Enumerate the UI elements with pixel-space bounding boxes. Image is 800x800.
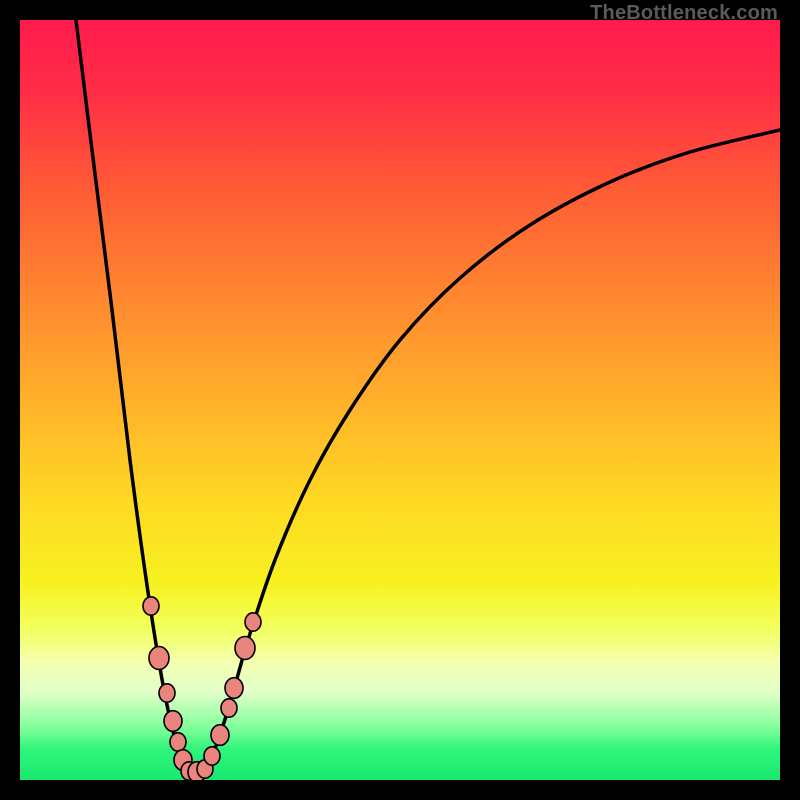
marker-point bbox=[204, 747, 220, 765]
curve-layer bbox=[20, 20, 780, 780]
marker-point bbox=[221, 699, 237, 717]
marker-point bbox=[170, 733, 186, 751]
plot-area bbox=[20, 20, 780, 780]
marker-point bbox=[225, 678, 243, 699]
marker-point bbox=[235, 637, 255, 660]
marker-point bbox=[143, 597, 159, 615]
marker-point bbox=[149, 647, 169, 670]
marker-point bbox=[211, 725, 229, 746]
bottleneck-curve bbox=[76, 20, 780, 776]
chart-container: TheBottleneck.com bbox=[0, 0, 800, 800]
watermark-text: TheBottleneck.com bbox=[590, 2, 778, 25]
marker-point bbox=[159, 684, 175, 702]
marker-group bbox=[143, 597, 261, 780]
marker-point bbox=[164, 711, 182, 732]
marker-point bbox=[245, 613, 261, 631]
